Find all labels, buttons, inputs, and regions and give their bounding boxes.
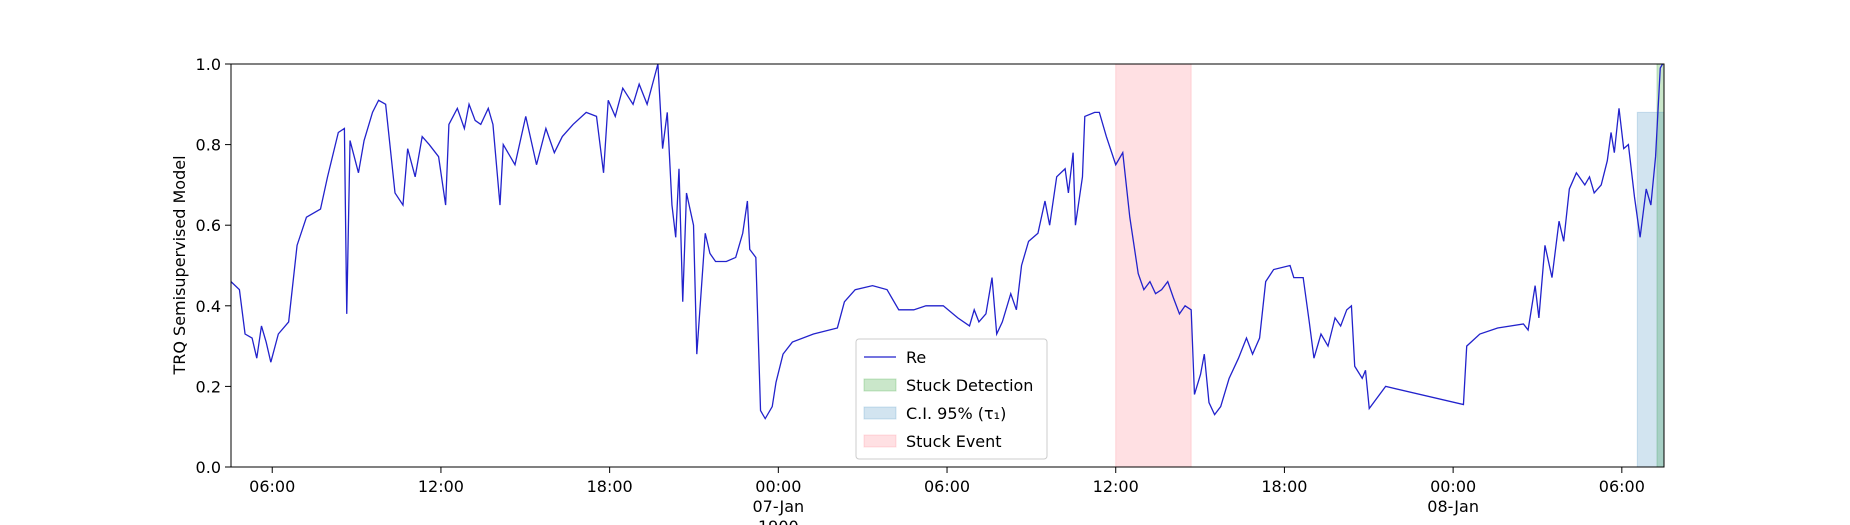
span [1636, 111, 1665, 468]
series-line [230, 63, 1664, 420]
x-tick-label: 06:00 [1599, 477, 1645, 496]
y-axis-label: TRQ Semisupervised Model [170, 155, 189, 375]
legend-box [855, 338, 1048, 460]
y-tick-label: 0.4 [196, 297, 221, 316]
plot-frame [230, 63, 1665, 468]
x-tick-label: 00:00 08-Jan [1427, 477, 1479, 516]
x-tick-label: 06:00 [249, 477, 295, 496]
y-tick-label: 0.6 [196, 216, 221, 235]
legend-label: C.I. 95% (τ₁) [906, 404, 1006, 423]
legend-patch [863, 378, 897, 392]
y-tick-label: 0.0 [196, 458, 221, 477]
legend-patch [863, 406, 897, 420]
legend-label: Re [906, 348, 926, 367]
x-tick-label: 18:00 [587, 477, 633, 496]
x-tick-label: 12:00 [418, 477, 464, 496]
x-tick-label: 06:00 [924, 477, 970, 496]
y-tick-label: 0.2 [196, 377, 221, 396]
x-tick-label: 18:00 [1261, 477, 1307, 496]
legend: Re Stuck Detection C.I. 95% (τ₁) Stuck Even… [855, 338, 1048, 460]
x-tick-label: 12:00 [1093, 477, 1139, 496]
y-tick-label: 0.8 [196, 136, 221, 155]
span [1115, 63, 1192, 468]
legend-label: Stuck Event [906, 432, 1002, 451]
y-tick-label: 1.0 [196, 55, 221, 74]
legend-label: Stuck Detection [906, 376, 1033, 395]
legend-patch [863, 434, 897, 448]
